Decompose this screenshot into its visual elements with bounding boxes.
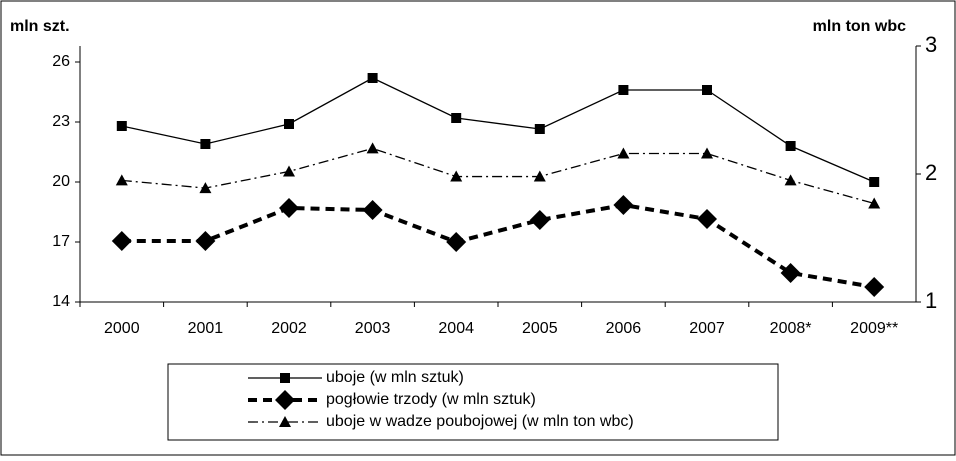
legend-marker (275, 390, 295, 410)
x-tick-label: 2003 (355, 320, 391, 337)
legend-marker (280, 373, 290, 383)
legend-marker (279, 416, 291, 427)
marker (702, 85, 712, 95)
marker (534, 124, 545, 134)
x-tick-label: 2005 (522, 320, 558, 337)
marker (697, 209, 717, 229)
marker (283, 165, 295, 177)
marker (367, 73, 378, 83)
y2-tick-label: 1 (925, 288, 937, 313)
y2-tick-label: 2 (925, 160, 937, 185)
legend-label: pogłowie trzody (w mln sztuk) (326, 391, 536, 408)
y-tick-label: 14 (52, 293, 70, 310)
marker (451, 113, 462, 123)
legend-label: uboje (w mln sztuk) (326, 369, 464, 386)
marker (450, 170, 463, 182)
marker (111, 231, 132, 251)
legend-label: uboje w wadze poubojowej (w mln ton wbc) (326, 413, 634, 430)
x-tick-label: 2006 (606, 320, 642, 337)
x-tick-label: 2000 (104, 320, 140, 337)
x-tick-label: 2007 (689, 320, 725, 337)
x-tick-label: 2009** (850, 320, 898, 337)
y-tick-label: 26 (52, 53, 70, 70)
marker (780, 263, 801, 283)
marker (366, 142, 379, 154)
x-tick-label: 2002 (271, 320, 307, 337)
x-tick-label: 2004 (438, 320, 474, 337)
series-line (121, 147, 875, 205)
marker (115, 174, 128, 186)
marker (200, 139, 211, 149)
marker (868, 197, 881, 209)
marker (116, 121, 127, 131)
y-tick-label: 20 (52, 173, 70, 190)
series-line (121, 77, 875, 183)
marker (284, 119, 294, 129)
marker (618, 85, 629, 95)
marker (446, 232, 467, 252)
marker (199, 182, 212, 194)
marker (362, 200, 383, 220)
marker (529, 210, 550, 230)
marker (701, 147, 713, 159)
marker (613, 195, 634, 215)
y-axis-label: mln szt. (10, 18, 70, 35)
x-tick-label: 2008* (770, 320, 812, 337)
marker (617, 147, 630, 159)
series-line (121, 202, 875, 289)
y2-tick-label: 3 (925, 32, 937, 57)
y-tick-label: 17 (52, 233, 70, 250)
marker (279, 198, 299, 218)
marker (864, 277, 885, 297)
marker (195, 231, 216, 251)
marker (869, 177, 880, 187)
y2-axis-label: mln ton wbc (813, 18, 906, 35)
marker (533, 170, 546, 182)
x-tick-label: 2001 (188, 320, 224, 337)
y-tick-label: 23 (52, 113, 70, 130)
marker (784, 174, 797, 186)
marker (785, 141, 796, 151)
